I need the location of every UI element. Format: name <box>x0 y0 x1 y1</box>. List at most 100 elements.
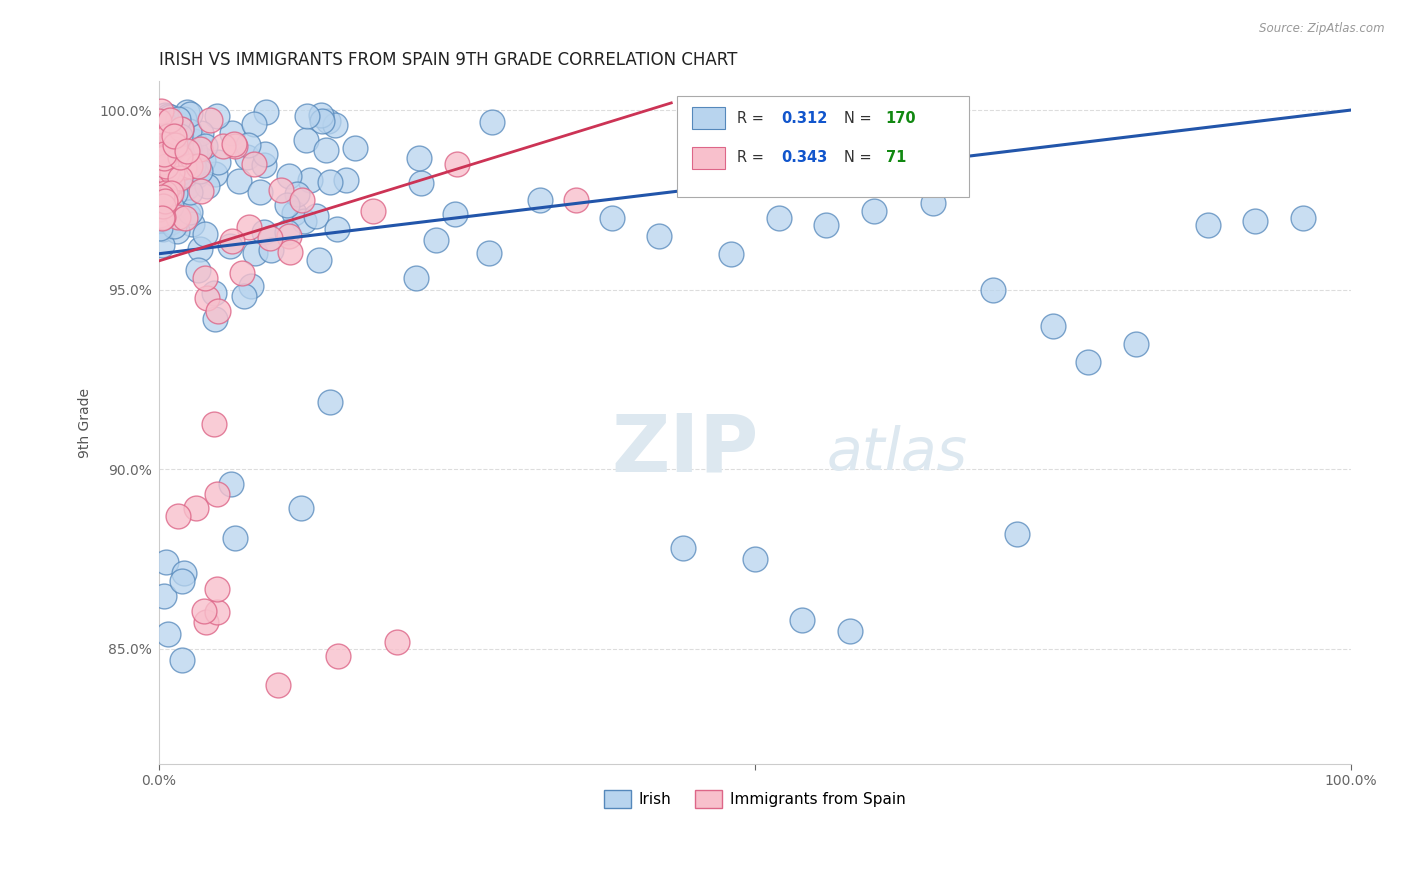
Point <box>319 395 342 409</box>
Point <box>363 203 385 218</box>
Point <box>173 165 195 179</box>
Point <box>276 225 298 239</box>
Point <box>316 114 339 128</box>
Point <box>744 552 766 566</box>
Point <box>179 205 201 219</box>
Point <box>149 130 172 145</box>
Point <box>150 121 173 136</box>
Point <box>205 582 228 596</box>
Point <box>191 153 214 168</box>
Point <box>148 113 170 128</box>
Point <box>179 159 201 173</box>
Point <box>184 169 207 184</box>
Point <box>177 124 200 138</box>
Point <box>153 154 176 169</box>
Point <box>162 165 184 179</box>
Point <box>155 149 177 163</box>
Point <box>409 177 432 191</box>
Point <box>198 113 221 128</box>
Point <box>295 109 318 123</box>
Text: R =: R = <box>737 111 768 126</box>
Point <box>166 112 188 127</box>
Point <box>224 138 246 153</box>
Point <box>205 109 228 123</box>
Point <box>148 202 170 216</box>
Point <box>238 219 260 234</box>
Point <box>233 289 256 303</box>
Point <box>405 270 427 285</box>
Point <box>224 531 246 545</box>
Point <box>290 500 312 515</box>
Point <box>152 201 174 215</box>
Point <box>150 190 173 204</box>
Point <box>170 128 193 143</box>
Point <box>385 634 408 648</box>
Point <box>150 167 173 181</box>
Point <box>169 148 191 162</box>
Point <box>173 112 195 126</box>
Point <box>153 108 176 122</box>
Point <box>1042 318 1064 333</box>
Point <box>159 113 181 128</box>
Text: Source: ZipAtlas.com: Source: ZipAtlas.com <box>1260 22 1385 36</box>
Point <box>228 173 250 187</box>
Point <box>326 648 349 663</box>
Point <box>305 209 328 223</box>
Point <box>195 178 218 193</box>
Point <box>165 138 187 153</box>
Point <box>222 137 245 152</box>
Point <box>149 208 172 222</box>
Point <box>648 228 671 243</box>
Point <box>277 228 299 243</box>
Point <box>219 477 242 491</box>
Point <box>155 555 177 569</box>
Point <box>165 120 187 135</box>
Point <box>278 244 301 259</box>
Point <box>193 604 215 618</box>
Text: ZIP: ZIP <box>612 411 759 489</box>
Text: 170: 170 <box>886 111 917 126</box>
Point <box>159 183 181 197</box>
Point <box>1197 218 1219 232</box>
Point <box>285 187 308 202</box>
Text: 0.343: 0.343 <box>780 150 827 165</box>
Point <box>408 151 430 165</box>
Point <box>163 128 186 142</box>
Point <box>153 147 176 161</box>
Point <box>179 142 201 156</box>
Point <box>221 126 243 140</box>
Legend: Irish, Immigrants from Spain: Irish, Immigrants from Spain <box>598 784 911 814</box>
Point <box>157 136 180 151</box>
Point <box>150 214 173 228</box>
Point <box>163 186 186 201</box>
Point <box>153 589 176 603</box>
Point <box>176 145 198 159</box>
Point <box>150 237 173 252</box>
Point <box>172 574 194 588</box>
Text: atlas: atlas <box>827 425 967 482</box>
Point <box>292 213 315 227</box>
Point <box>323 118 346 132</box>
Point <box>311 113 333 128</box>
Point <box>326 222 349 236</box>
Point <box>169 170 191 185</box>
Point <box>149 220 172 235</box>
Point <box>276 198 298 212</box>
Point <box>283 205 305 219</box>
Point <box>212 139 235 153</box>
Point <box>169 129 191 144</box>
Point <box>184 144 207 158</box>
Point <box>163 219 186 233</box>
Y-axis label: 9th Grade: 9th Grade <box>79 388 93 458</box>
Point <box>343 141 366 155</box>
Point <box>153 194 176 209</box>
Point <box>153 135 176 149</box>
Point <box>243 157 266 171</box>
Point <box>156 190 179 204</box>
Point <box>1244 214 1267 228</box>
Point <box>160 176 183 190</box>
Point <box>267 678 290 692</box>
Point <box>149 157 172 171</box>
Point <box>815 218 838 232</box>
Point <box>1077 354 1099 368</box>
